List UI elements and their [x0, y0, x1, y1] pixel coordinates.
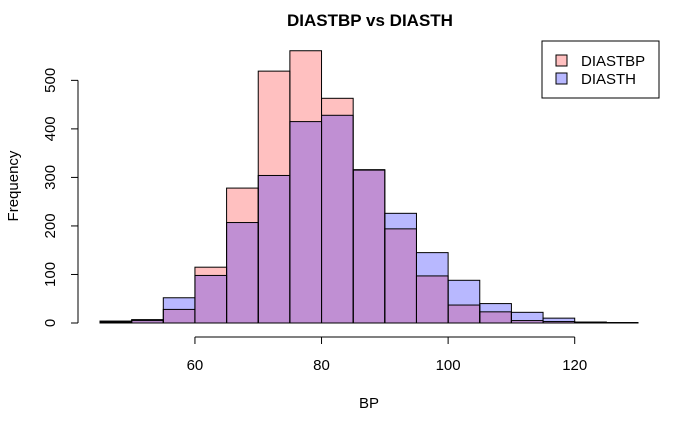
x-tick-label-80: 80 [313, 357, 330, 374]
bar-overlap-110 [511, 320, 544, 323]
bar-outline-diasth-100 [447, 279, 481, 324]
y-tick-label-100: 100 [42, 262, 59, 287]
bar-diastbp-excess-60 [194, 267, 227, 276]
bar-overlap-90 [384, 228, 417, 323]
bar-diasth-excess-110 [511, 312, 544, 321]
bars-group [99, 50, 639, 324]
bar-overlap-105 [479, 311, 512, 323]
bar-diasth-excess-55 [163, 297, 195, 310]
bar-diastbp-excess-80 [321, 98, 354, 116]
y-tick-label-500: 500 [42, 68, 59, 93]
bar-overlap-80 [321, 115, 354, 324]
bar-overlap-55 [163, 309, 195, 323]
legend-swatch-diastbp [555, 54, 568, 67]
bar-overlap-85 [353, 170, 385, 323]
bar-outline-diasth-115 [542, 317, 576, 324]
bar-overlap-65 [226, 222, 259, 323]
bar-overlap-50 [131, 320, 164, 323]
bar-diasth-excess-115 [543, 318, 575, 322]
x-tick-label-60: 60 [187, 357, 204, 374]
legend-label-diastbp: DIASTBP [581, 53, 645, 70]
y-tick-label-200: 200 [42, 213, 59, 238]
bar-diastbp-excess-75 [289, 50, 322, 122]
bar-overlap-70 [258, 175, 290, 323]
x-axis-label: BP [359, 395, 379, 412]
bar-diastbp-excess-65 [226, 188, 259, 223]
legend-label-diasth: DIASTH [581, 71, 636, 88]
bar-overlap-60 [194, 275, 227, 323]
bar-overlap-100 [448, 305, 480, 323]
axes-group: 60 80 100 120 0 100 200 300 400 500 [42, 68, 587, 374]
x-tick-label-100: 100 [436, 357, 461, 374]
bar-outline-diasth-120 [574, 321, 607, 324]
bar-diasth-excess-105 [479, 303, 512, 312]
bar-diasth-excess-100 [448, 280, 480, 306]
bar-diastbp-excess-70 [258, 71, 290, 176]
x-tick-label-120: 120 [562, 357, 587, 374]
legend-swatch-diasth [555, 72, 568, 85]
y-axis-label: Frequency [5, 150, 22, 221]
bar-diasth-excess-90 [384, 213, 417, 229]
y-tick-label-400: 400 [42, 116, 59, 141]
y-tick-label-0: 0 [42, 319, 59, 327]
bar-overlap-115 [543, 321, 575, 323]
bar-diasth-excess-95 [416, 252, 449, 276]
bar-overlap-75 [289, 121, 322, 324]
y-tick-label-300: 300 [42, 165, 59, 190]
bar-overlap-95 [416, 275, 449, 323]
chart-title: DIASTBP vs DIASTH [287, 11, 453, 30]
legend-box [541, 40, 660, 99]
